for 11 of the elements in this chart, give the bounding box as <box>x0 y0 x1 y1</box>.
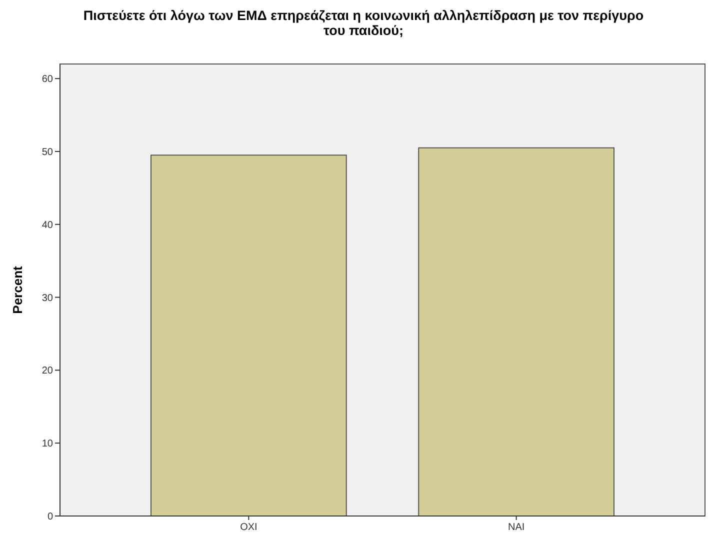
x-tick-label: ΟΧΙ <box>240 522 258 533</box>
y-tick-label: 10 <box>42 438 54 450</box>
y-tick-label: 50 <box>42 146 54 158</box>
chart-title: Πιστεύετε ότι λόγω των ΕΜΔ επηρεάζεται η κοινωνική αλληλεπίδραση με τον περίγυρο του παιδιού; <box>83 8 644 38</box>
y-tick-label: 30 <box>42 292 54 304</box>
y-tick-label: 0 <box>47 512 54 522</box>
y-axis-title: Percent <box>10 265 25 314</box>
y-tick-label: 40 <box>42 220 54 231</box>
x-tick-label: ΝΑΙ <box>508 522 525 533</box>
y-tick-label: 20 <box>42 366 54 377</box>
y-tick-label: 60 <box>42 74 54 86</box>
